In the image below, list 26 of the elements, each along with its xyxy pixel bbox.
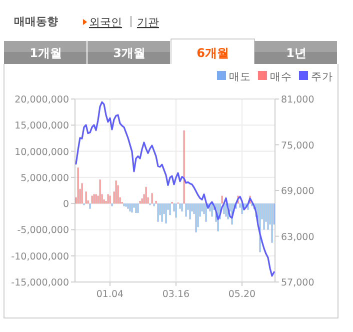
- x-tick-label: 05.20: [228, 289, 256, 300]
- legend-label: 매수: [270, 71, 292, 83]
- chart-title: 매매동향: [14, 15, 58, 28]
- x-tick-label: 03.16: [162, 289, 190, 300]
- y-tick-label: 15,000,000: [14, 120, 69, 132]
- y-tick-label: 0: [62, 199, 69, 210]
- text: 3개월: [113, 46, 146, 60]
- legend-label: 주가: [311, 71, 333, 83]
- y2-tick-label: 63,000: [281, 232, 314, 243]
- text: 외국인: [89, 16, 122, 29]
- y-tick-label: 5,000,000: [20, 172, 69, 184]
- y-tick-label: -15,000,000: [11, 278, 69, 288]
- y2-tick-label: 75,000: [281, 140, 314, 152]
- y-tick-label: 10,000,000: [14, 146, 69, 158]
- y-tick-label: 20,000,000: [14, 94, 69, 106]
- legend-label: 매도: [229, 71, 251, 83]
- y2-tick-label: 57,000: [281, 278, 314, 288]
- y2-tick-label: 69,000: [281, 186, 314, 197]
- text: 6개월: [196, 46, 229, 60]
- y2-tick-label: 81,000: [281, 94, 314, 106]
- text: 1개월: [30, 46, 62, 60]
- text: 1년: [286, 46, 306, 60]
- y-tick-label: -5,000,000: [17, 225, 69, 236]
- x-tick-label: 01.04: [96, 289, 124, 300]
- text: 기관: [137, 16, 159, 29]
- y-tick-label: -10,000,000: [11, 251, 69, 262]
